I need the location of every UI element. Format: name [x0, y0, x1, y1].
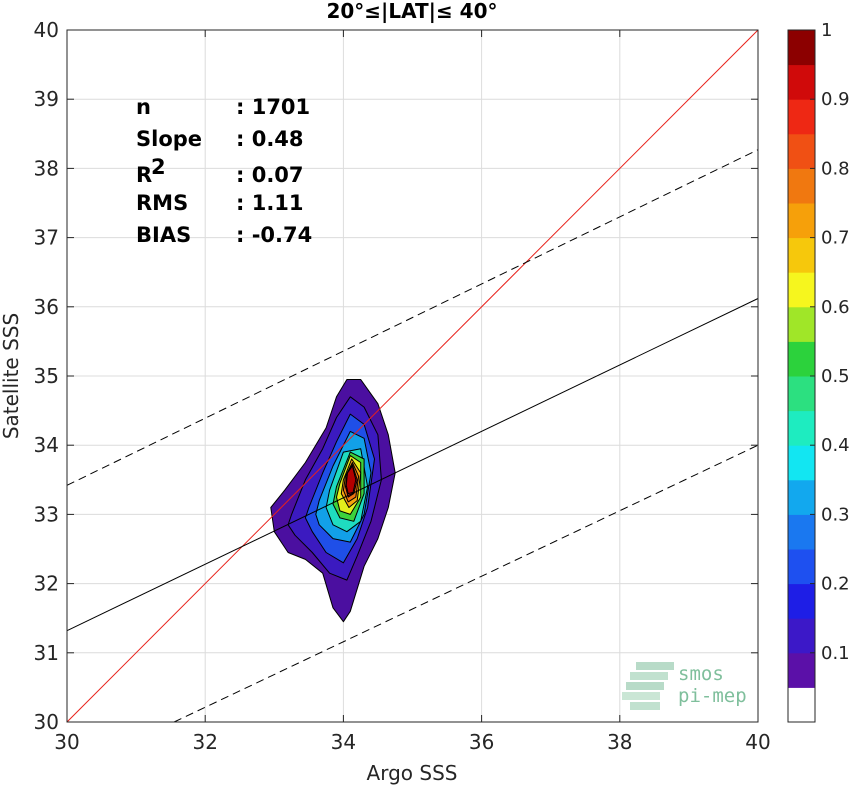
- density-contour-level-11: [345, 465, 357, 495]
- stat-label-superscript: 2: [151, 155, 166, 179]
- y-axis-ticks: 30 31 32 33 34 35 36 37 38 39 40: [34, 18, 758, 734]
- colorbar-band-5: [788, 549, 815, 585]
- x-tick-label: 30: [54, 730, 79, 754]
- colorbar-band-2: [788, 652, 815, 688]
- reference-lines: [66, 29, 759, 723]
- x-axis-ticks: 30 32 34 36 38 40: [54, 30, 771, 754]
- stat-label: R: [136, 163, 152, 187]
- smos-logo-icon: [622, 662, 674, 710]
- colorbar-band-15: [788, 203, 815, 239]
- stat-value: : 1701: [236, 95, 310, 119]
- y-tick-label: 30: [34, 710, 59, 734]
- colorbar-band-20: [788, 30, 815, 66]
- colorbar-band-8: [788, 445, 815, 481]
- watermark-logo: smos pi-mep: [622, 662, 747, 710]
- colorbar-band-17: [788, 133, 815, 169]
- stat-value: : 1.11: [236, 191, 304, 215]
- x-tick-label: 36: [469, 730, 494, 754]
- y-tick-label: 39: [34, 87, 59, 111]
- colorbar-tick-label: 0.5: [821, 366, 850, 387]
- colorbar-tick-label: 1: [821, 20, 832, 41]
- colorbar-band-14: [788, 237, 815, 273]
- one-to-one-line: [66, 29, 759, 723]
- x-tick-label: 40: [745, 730, 770, 754]
- colorbar-tick-label: 0.6: [821, 297, 850, 318]
- chart-title: 20°≤|LAT|≤ 40°: [326, 0, 497, 23]
- colorbar-band-11: [788, 341, 815, 377]
- colorbar-band-7: [788, 479, 815, 515]
- colorbar-ticks: 0.1 0.2 0.3 0.4 0.5 0.6 0.7 0.8 0.9 1: [810, 20, 850, 664]
- watermark-line1: smos: [678, 663, 724, 685]
- y-tick-label: 31: [34, 641, 59, 665]
- x-tick-label: 34: [331, 730, 356, 754]
- y-axis-label: Satellite SSS: [0, 313, 23, 439]
- colorbar-band-9: [788, 410, 815, 446]
- colorbar-band-18: [788, 99, 815, 135]
- colorbar-band-10: [788, 376, 815, 412]
- colorbar-band-3: [788, 618, 815, 654]
- stat-value: : -0.74: [236, 223, 312, 247]
- y-tick-label: 34: [34, 433, 59, 457]
- stat-label: BIAS: [136, 223, 191, 247]
- x-axis-label: Argo SSS: [367, 761, 458, 785]
- y-tick-label: 32: [34, 572, 59, 596]
- stat-label: n: [136, 95, 151, 119]
- colorbar-tick-label: 0.8: [821, 158, 850, 179]
- colorbar-band-4: [788, 583, 815, 619]
- y-tick-label: 35: [34, 364, 59, 388]
- density-contours: [270, 379, 396, 623]
- stat-value: : 0.07: [236, 163, 304, 187]
- colorbar-band-6: [788, 514, 815, 550]
- colorbar-tick-label: 0.7: [821, 228, 850, 249]
- colorbar-band-13: [788, 272, 815, 308]
- x-tick-label: 32: [192, 730, 217, 754]
- y-tick-label: 40: [34, 18, 59, 42]
- stat-value: : 0.48: [236, 127, 304, 151]
- colorbar-tick-label: 0.9: [821, 89, 850, 110]
- watermark-line2: pi-mep: [678, 685, 747, 707]
- y-tick-label: 38: [34, 156, 59, 180]
- stats-box: n : 1701 Slope : 0.48 R2 : 0.07 RMS : 1.11 BIAS:…: [136, 95, 312, 247]
- stat-label: Slope: [136, 127, 202, 151]
- colorbar: [788, 30, 815, 723]
- lower-bound-line: [173, 444, 759, 723]
- colorbar-band-1: [788, 687, 815, 723]
- colorbar-tick-label: 0.4: [821, 435, 850, 456]
- colorbar-tick-label: 0.3: [821, 504, 850, 525]
- colorbar-band-12: [788, 306, 815, 342]
- stat-label: RMS: [136, 191, 188, 215]
- colorbar-tick-label: 0.1: [821, 643, 850, 664]
- y-tick-label: 36: [34, 295, 59, 319]
- y-tick-label: 33: [34, 502, 59, 526]
- colorbar-tick-label: 0.2: [821, 574, 850, 595]
- colorbar-band-19: [788, 64, 815, 100]
- grid: [66, 29, 759, 723]
- y-tick-label: 37: [34, 226, 59, 250]
- regression-fit-line: [66, 298, 759, 632]
- x-tick-label: 38: [607, 730, 632, 754]
- upper-bound-line: [66, 149, 759, 486]
- colorbar-band-16: [788, 168, 815, 204]
